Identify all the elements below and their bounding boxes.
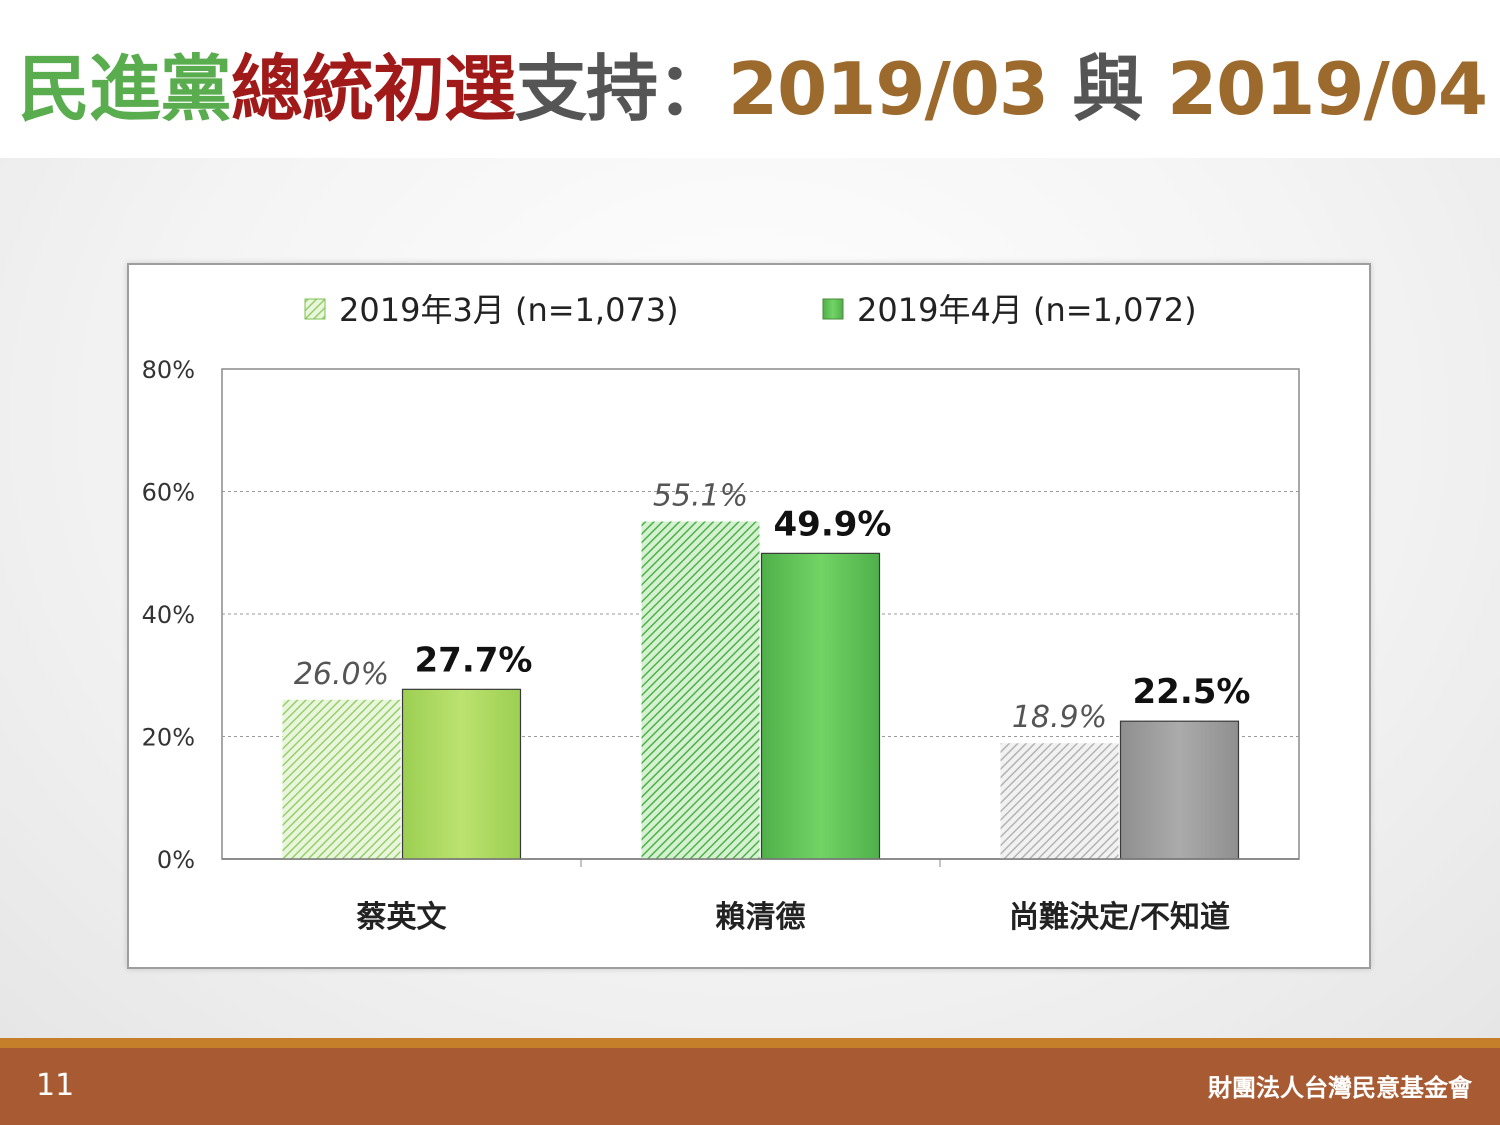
plot-border [221, 368, 1300, 860]
y-tick-label: 0% [157, 846, 195, 874]
chart-frame: 2019年3月 (n=1,073) 2019年4月 (n=1,072) 0% 20… [127, 263, 1371, 969]
title-conjunction: 與 [1047, 47, 1168, 131]
bar-2019-04 [1119, 720, 1240, 860]
title-support: 支持： [515, 47, 729, 131]
title-party: 民進黨 [18, 47, 232, 131]
title-date-1: 2019/03 [728, 47, 1049, 131]
legend-swatch-april [822, 298, 844, 320]
y-tick-label: 60% [142, 479, 195, 507]
bar-2019-03 [1000, 743, 1119, 859]
bar-chart: 2019年3月 (n=1,073) 2019年4月 (n=1,072) 0% 20… [142, 291, 1300, 935]
bar-2019-03 [641, 521, 760, 859]
footer-bar [0, 1048, 1500, 1125]
slide-title: 民進黨總統初選支持：2019/03 與 2019/04 [18, 44, 1488, 134]
data-label-2019-03: 18.9% [1012, 700, 1107, 735]
data-label-2019-04: 22.5% [1133, 672, 1251, 712]
y-tick-label: 80% [142, 356, 195, 384]
page-number: 11 [36, 1068, 75, 1103]
title-bar: 民進黨總統初選支持：2019/03 與 2019/04 [0, 0, 1500, 158]
category-label: 尚難決定/不知道 [1009, 900, 1230, 935]
data-label-2019-03: 55.1% [653, 479, 748, 514]
title-topic: 總統初選 [231, 47, 516, 131]
legend-label-april: 2019年4月 (n=1,072) [857, 291, 1197, 329]
footer-accent-line [0, 1038, 1500, 1048]
plot-area: 0% 20% 40% 60% 80% 26.0% 27.7% 蔡英文 55.1% 49.9% 賴清德… [142, 356, 1300, 935]
y-tick-label: 20% [142, 724, 195, 752]
data-label-2019-03: 26.0% [294, 657, 389, 692]
bar-2019-04 [401, 688, 522, 860]
bar-2019-04 [760, 552, 881, 860]
chart-legend: 2019年3月 (n=1,073) 2019年4月 (n=1,072) [304, 291, 1197, 329]
data-label-2019-04: 49.9% [774, 504, 892, 544]
organization-name: 財團法人台灣民意基金會 [1208, 1074, 1472, 1102]
legend-swatch-march [304, 298, 326, 320]
bar-2019-03 [282, 699, 401, 859]
legend-label-march: 2019年3月 (n=1,073) [339, 291, 679, 329]
data-label-2019-04: 27.7% [415, 640, 533, 680]
category-label: 賴清德 [716, 900, 806, 935]
title-date-2: 2019/04 [1167, 47, 1488, 131]
y-tick-label: 40% [142, 601, 195, 629]
category-label: 蔡英文 [357, 900, 447, 935]
